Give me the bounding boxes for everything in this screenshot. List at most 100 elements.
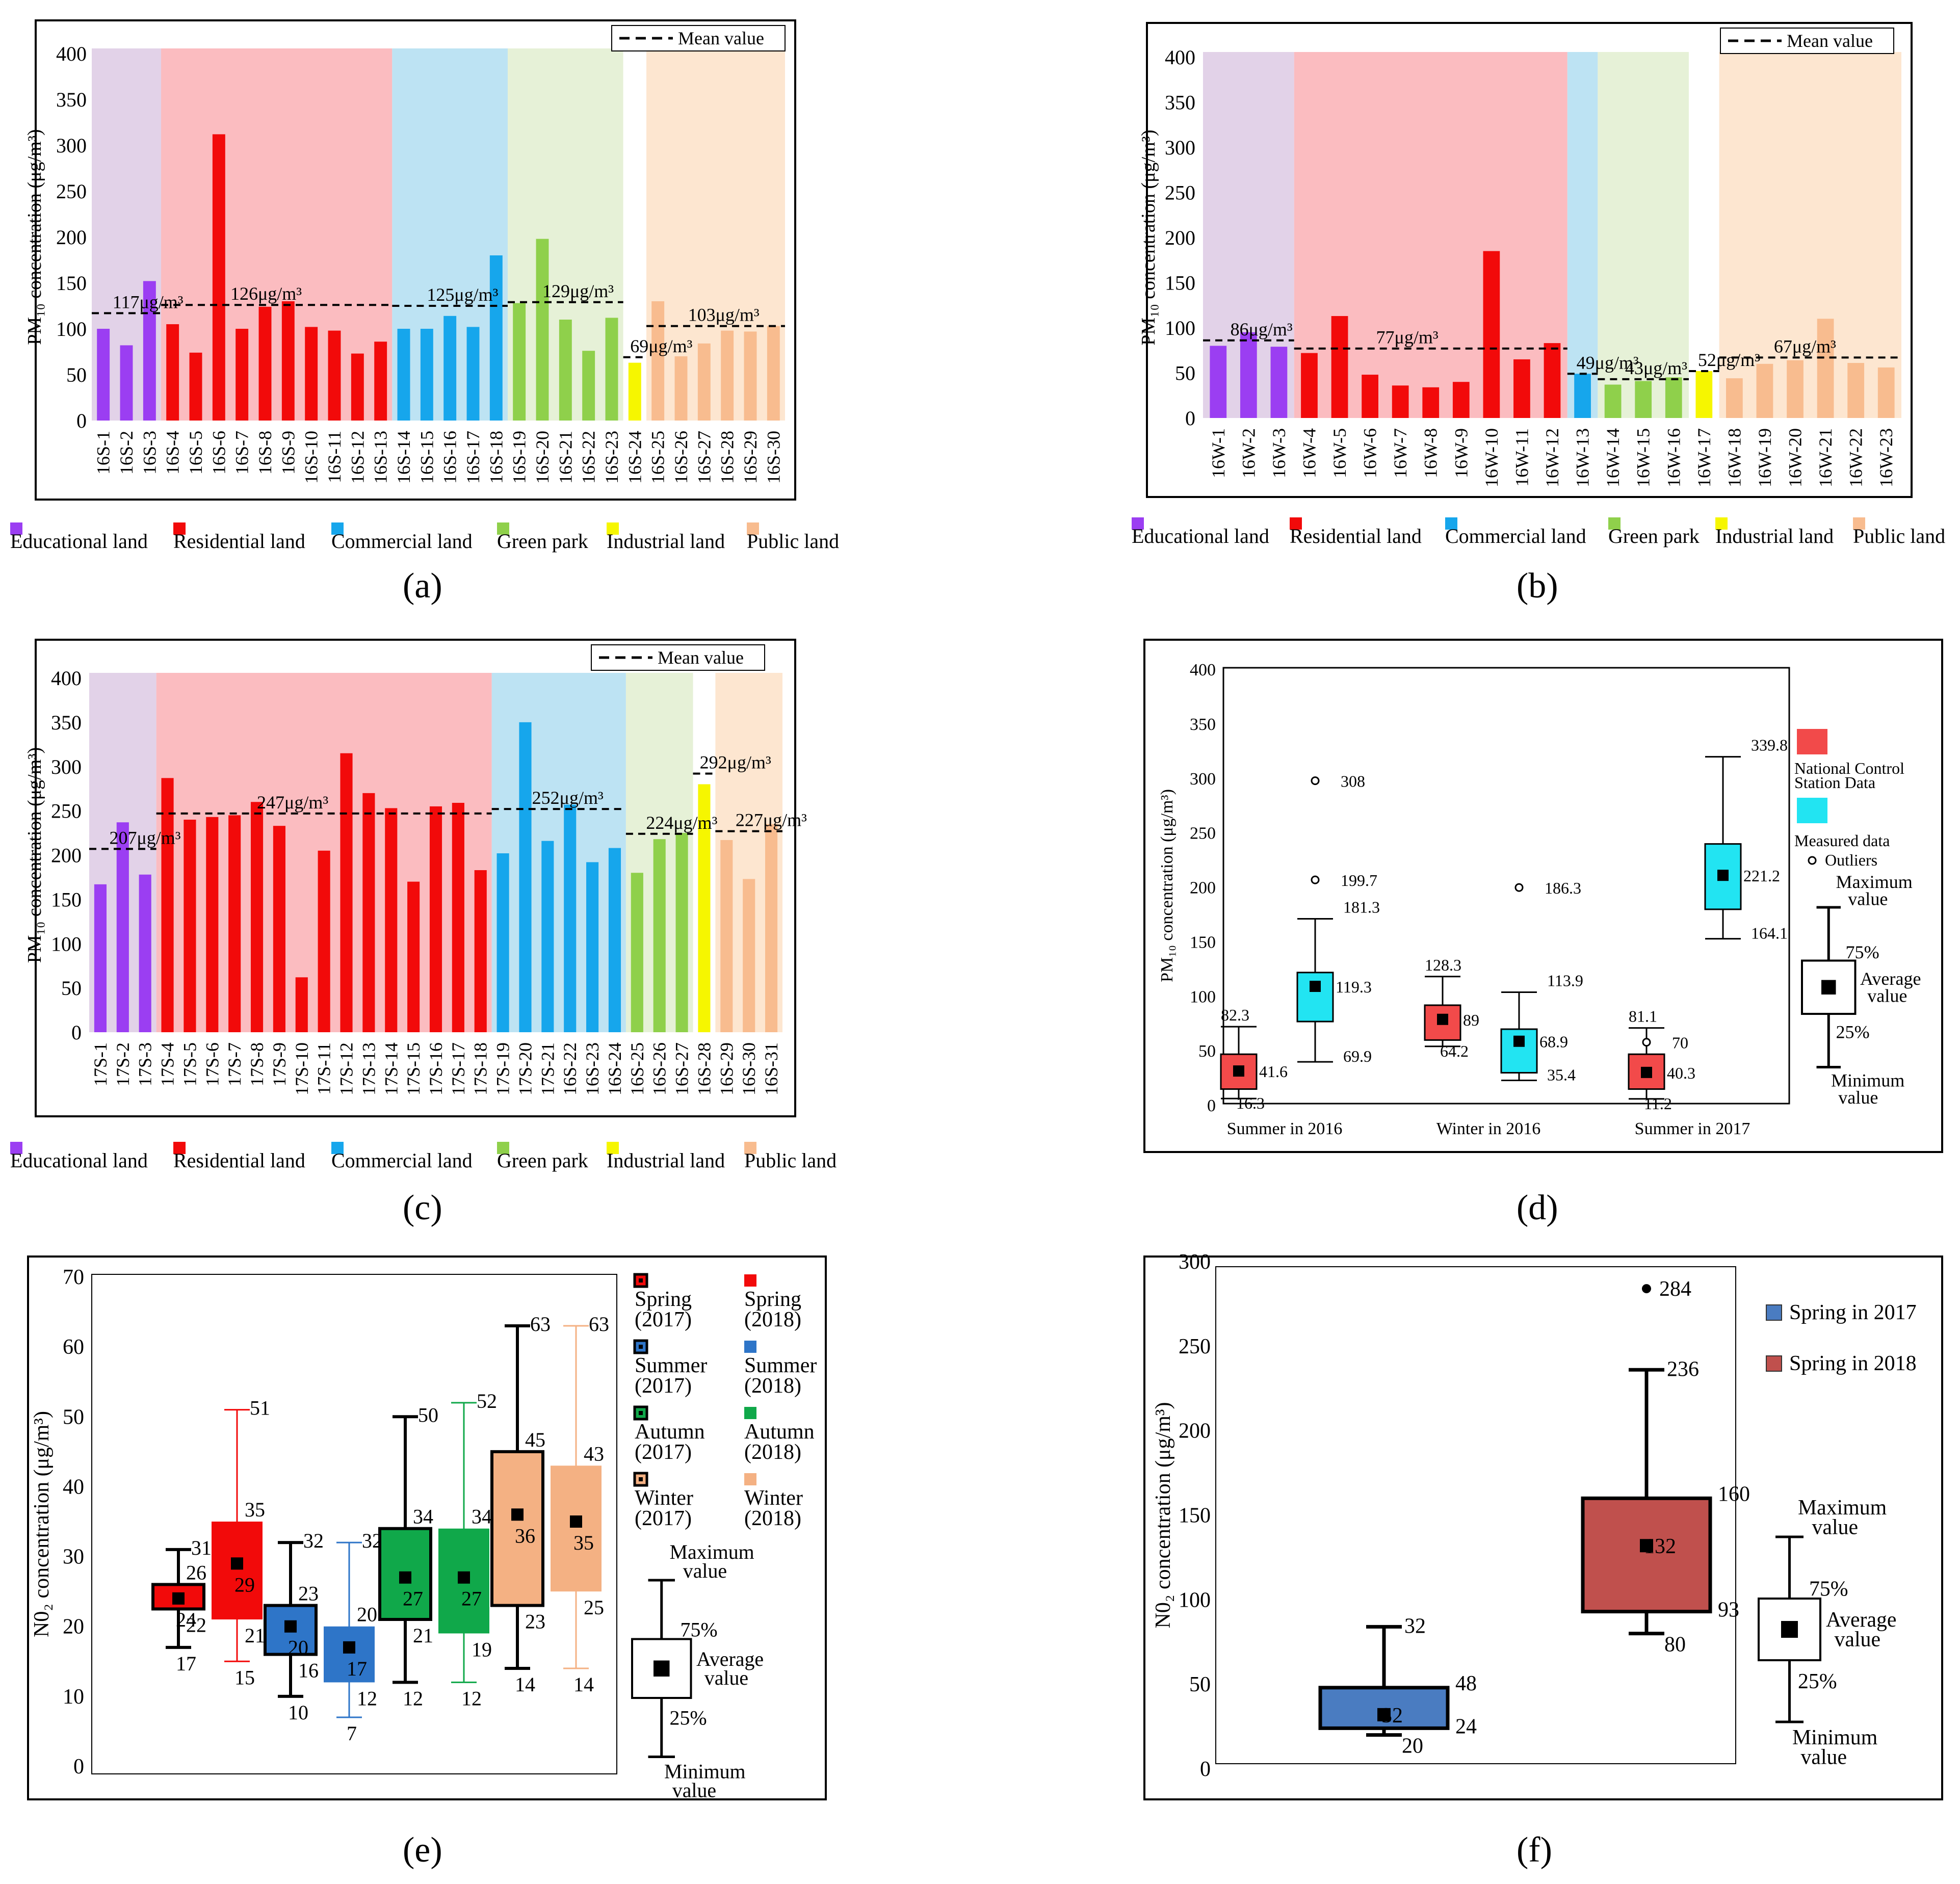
c-bar-17S-13 [362, 793, 375, 1032]
a-xtick-16S-15: 16S-15 [416, 431, 437, 484]
c-xtick-17S-8: 17S-8 [247, 1042, 267, 1086]
e-legend-b-6: (2017) [635, 1507, 692, 1530]
d-bl-mean [1821, 980, 1836, 995]
d-bl-q75-label: 75% [1846, 942, 1879, 962]
a-bar-16S-12 [351, 353, 364, 421]
b-legend-swatch-com [1445, 517, 1457, 530]
e-box-1-q1-label: 21 [245, 1624, 265, 1647]
f-legend-swatch-1 [1766, 1355, 1782, 1372]
panel-label-d: (d) [1517, 1188, 1558, 1227]
d-box-0-cyan-min-label: 69.9 [1343, 1047, 1372, 1065]
a-bar-16S-3 [143, 281, 156, 421]
d-box-1-red-mean [1437, 1013, 1448, 1025]
e-box-6-q3-label: 45 [525, 1428, 545, 1451]
d-box-0-cyan-outlier-1 [1311, 875, 1320, 884]
panel-label-f: (f) [1517, 1830, 1552, 1870]
c-legend-com: Commercial land [331, 1149, 473, 1172]
f-legend-label-0: Spring in 2017 [1789, 1301, 1917, 1324]
d-box-2-cyan-min-label: 164.1 [1751, 924, 1788, 943]
a-legend-swatch-com [331, 522, 344, 535]
c-legend-swatch-edu [10, 1142, 22, 1154]
c-ytick-150: 150 [51, 888, 82, 911]
e-ytick-50: 50 [63, 1405, 84, 1429]
d-legend-red-swatch [1797, 729, 1827, 754]
e-box-4-q1-label: 21 [413, 1624, 433, 1647]
b-bar-16W-15 [1635, 381, 1652, 418]
a-xtick-16S-16: 16S-16 [440, 431, 460, 484]
a-ytick-400: 400 [56, 42, 87, 65]
e-legend-a-4: Autumn [635, 1420, 705, 1444]
f-bl-min-label: Minimum [1792, 1726, 1877, 1749]
c-ytick-350: 350 [51, 711, 82, 734]
a-xtick-16S-23: 16S-23 [602, 431, 622, 484]
e-legend-swatch-0 [633, 1273, 648, 1288]
e-box-3-mean [343, 1641, 355, 1654]
b-ytick-200: 200 [1165, 226, 1195, 249]
b-legend-ind: Industrial land [1715, 525, 1834, 547]
e-legend-b-1: (2018) [744, 1308, 801, 1331]
f-ytick-200: 200 [1179, 1420, 1211, 1443]
e-box-6-mean-label: 36 [515, 1524, 535, 1547]
c-ytick-300: 300 [51, 755, 82, 778]
f-ytick-150: 150 [1179, 1504, 1211, 1528]
c-xtick-16S-29: 16S-29 [716, 1042, 737, 1095]
e-box-2-min-label: 10 [288, 1701, 308, 1724]
b-legend-swatch-edu [1132, 517, 1144, 530]
d-xtick-1: Winter in 2016 [1436, 1119, 1540, 1138]
e-box-5-mean [458, 1571, 470, 1584]
e-box-6-mean [511, 1508, 524, 1521]
b-bar-16W-22 [1847, 363, 1865, 418]
a-xtick-16S-22: 16S-22 [579, 431, 599, 484]
f-ytick-100: 100 [1179, 1588, 1211, 1612]
c-mean-label-edu: 207μg/m³ [109, 827, 180, 848]
c-bar-16S-24 [608, 848, 621, 1032]
c-legend-edu: Educational land [10, 1149, 148, 1172]
c-ylabel: PM₁₀ concentration (μg/m³) [24, 747, 45, 963]
c-bar-16S-25 [631, 873, 643, 1032]
e-legend-swatch-7 [744, 1473, 756, 1485]
d-frame [1143, 639, 1943, 1153]
f-legend-swatch-0 [1766, 1304, 1782, 1321]
c-xtick-17S-10: 17S-10 [292, 1042, 312, 1095]
c-bar-16S-28 [698, 784, 711, 1032]
e-box-4-max-label: 50 [418, 1403, 438, 1426]
a-bar-16S-16 [443, 316, 457, 421]
c-legend-swatch-green [497, 1142, 509, 1154]
e-box-1-max-label: 51 [250, 1397, 270, 1420]
b-xtick-16W-16: 16W-16 [1663, 428, 1684, 487]
d-legend-red-label: National Control [1794, 759, 1904, 777]
a-xtick-16S-11: 16S-11 [324, 431, 345, 483]
b-legend-green: Green park [1608, 525, 1700, 547]
a-bar-16S-10 [305, 327, 318, 421]
a-bar-16S-19 [513, 303, 526, 421]
d-box-0-cyan-mean [1310, 980, 1321, 992]
c-xtick-16S-22: 16S-22 [560, 1042, 580, 1095]
e-box-0-max-label: 31 [191, 1536, 212, 1559]
d-legend-cyan-label: Measured data [1794, 831, 1890, 850]
b-bar-16W-20 [1787, 360, 1804, 418]
c-xtick-17S-3: 17S-3 [135, 1042, 155, 1086]
a-xtick-16S-27: 16S-27 [694, 431, 714, 484]
c-bar-16S-23 [586, 862, 599, 1032]
a-xtick-16S-30: 16S-30 [763, 431, 783, 484]
a-xtick-16S-28: 16S-28 [717, 431, 738, 484]
c-xtick-17S-19: 17S-19 [493, 1042, 513, 1095]
a-bar-16S-9 [281, 301, 295, 421]
a-xtick-16S-2: 16S-2 [116, 431, 137, 475]
a-legend-res: Residential land [173, 530, 305, 553]
panel-label-c: (c) [403, 1188, 442, 1227]
b-legend-swatch-pub [1853, 517, 1865, 530]
a-xtick-16S-29: 16S-29 [740, 431, 761, 484]
b-legend-res: Residential land [1290, 525, 1422, 547]
e-box-7-max-label: 63 [589, 1313, 609, 1336]
b-xtick-16W-22: 16W-22 [1846, 428, 1866, 487]
b-mean-legend-text: Mean value [1787, 31, 1873, 51]
e-bl-q25-label: 25% [670, 1707, 707, 1730]
chart-d-svg: 0 50 100 150 200 250 300 350 400 PM₁₀ concentrati… [1143, 639, 1943, 1153]
b-xtick-16W-21: 16W-21 [1815, 428, 1836, 487]
b-xtick-16W-6: 16W-6 [1360, 428, 1380, 478]
e-bl-max-label: Maximum [670, 1540, 754, 1563]
a-legend-swatch-edu [10, 522, 22, 535]
c-bar-16S-22 [564, 804, 577, 1032]
d-box-1-cyan-outlier-0 [1514, 883, 1524, 892]
